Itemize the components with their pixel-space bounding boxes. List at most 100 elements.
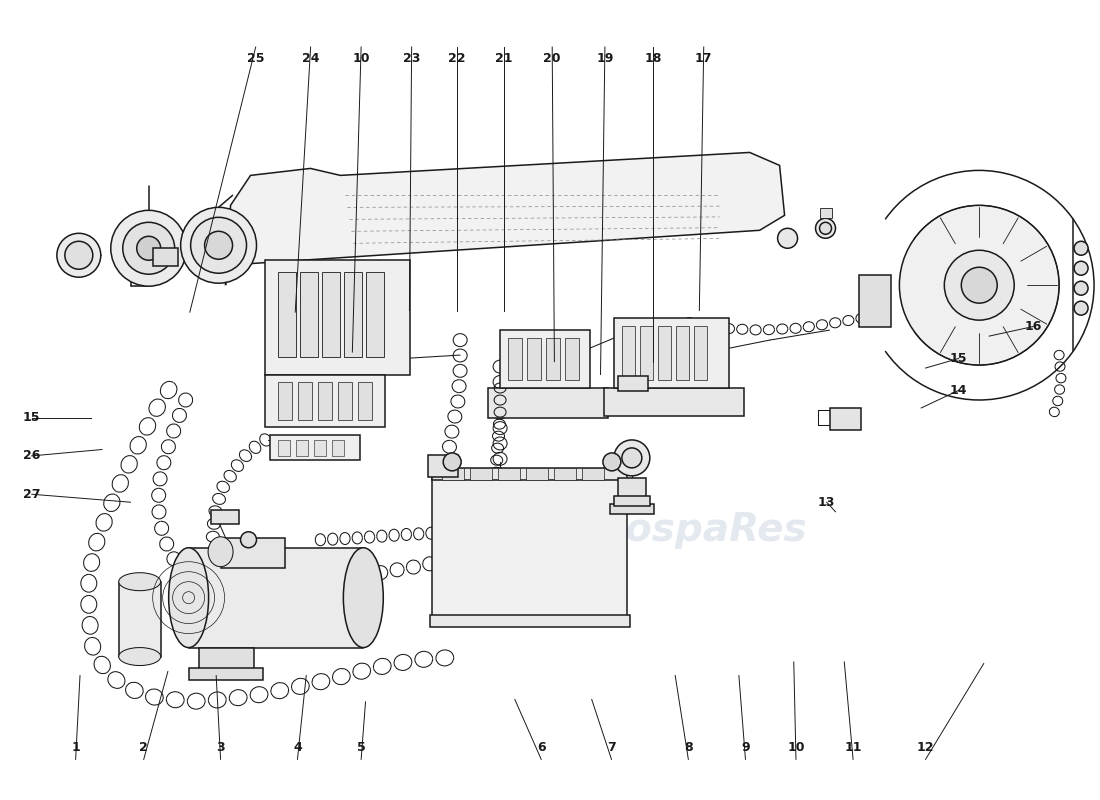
Text: 14: 14 <box>949 384 967 397</box>
Bar <box>430 614 630 626</box>
Text: autospares: autospares <box>277 211 522 250</box>
Circle shape <box>1074 242 1088 255</box>
Bar <box>271 435 361 460</box>
Text: 9: 9 <box>741 742 750 754</box>
Bar <box>508 338 522 380</box>
Bar <box>278 440 290 456</box>
Bar <box>339 382 352 420</box>
Bar <box>498 468 520 480</box>
Bar <box>618 478 646 498</box>
Circle shape <box>190 218 246 274</box>
Text: 17: 17 <box>695 52 713 65</box>
Bar <box>694 326 706 380</box>
Bar <box>366 272 384 357</box>
Circle shape <box>820 222 832 234</box>
Bar <box>221 538 286 568</box>
Bar <box>582 468 604 480</box>
Bar <box>278 382 293 420</box>
Polygon shape <box>226 153 784 285</box>
Circle shape <box>815 218 836 238</box>
Text: 10: 10 <box>788 742 805 754</box>
Bar <box>859 275 891 327</box>
Text: 11: 11 <box>845 742 861 754</box>
Text: 20: 20 <box>543 52 561 65</box>
Bar <box>300 272 318 357</box>
Text: 18: 18 <box>645 52 662 65</box>
Text: 7: 7 <box>607 742 616 754</box>
Bar <box>609 504 653 514</box>
Text: 10: 10 <box>352 52 370 65</box>
Circle shape <box>778 228 798 248</box>
Circle shape <box>944 250 1014 320</box>
Circle shape <box>241 532 256 548</box>
Text: 4: 4 <box>293 742 301 754</box>
Bar <box>527 338 541 380</box>
Text: 2: 2 <box>140 742 148 754</box>
Circle shape <box>57 234 101 278</box>
Text: eurospaRes: eurospaRes <box>552 510 807 549</box>
Circle shape <box>1074 282 1088 295</box>
Bar <box>618 376 648 391</box>
Text: 25: 25 <box>248 52 264 65</box>
Text: 19: 19 <box>596 52 614 65</box>
Text: 22: 22 <box>448 52 465 65</box>
Bar <box>614 496 650 506</box>
Circle shape <box>961 267 998 303</box>
Bar <box>675 326 689 380</box>
Bar <box>432 478 627 618</box>
Text: 13: 13 <box>818 496 835 509</box>
Bar <box>526 468 548 480</box>
Bar <box>322 272 340 357</box>
Circle shape <box>1074 301 1088 315</box>
Bar <box>470 468 492 480</box>
Circle shape <box>136 236 161 260</box>
Bar <box>658 326 671 380</box>
Bar <box>188 667 264 679</box>
Text: 23: 23 <box>403 52 420 65</box>
Circle shape <box>123 222 175 274</box>
Bar <box>359 382 372 420</box>
Circle shape <box>65 242 92 270</box>
Circle shape <box>603 453 620 471</box>
Bar <box>188 548 363 647</box>
Bar <box>315 440 327 456</box>
Text: 6: 6 <box>537 742 546 754</box>
Bar <box>604 388 744 416</box>
Bar <box>640 326 652 380</box>
Circle shape <box>111 210 187 286</box>
Text: 16: 16 <box>1024 320 1042 333</box>
Text: 15: 15 <box>949 352 967 365</box>
Bar <box>119 582 161 657</box>
Circle shape <box>621 448 641 468</box>
Bar <box>554 468 576 480</box>
Bar <box>432 468 627 480</box>
Text: 12: 12 <box>916 742 934 754</box>
Bar <box>614 318 728 388</box>
Circle shape <box>1074 262 1088 275</box>
Text: 24: 24 <box>301 52 319 65</box>
Text: 21: 21 <box>495 52 513 65</box>
Text: 5: 5 <box>356 742 365 754</box>
Bar <box>621 326 635 380</box>
Bar <box>265 260 410 375</box>
Circle shape <box>205 231 232 259</box>
Text: 15: 15 <box>23 411 41 424</box>
Bar <box>210 510 239 524</box>
Bar <box>829 408 861 430</box>
Bar <box>546 338 560 380</box>
Bar <box>265 375 385 427</box>
Ellipse shape <box>208 537 233 566</box>
Text: 3: 3 <box>217 742 224 754</box>
Bar <box>199 647 253 670</box>
Bar <box>565 338 579 380</box>
Ellipse shape <box>168 548 209 647</box>
Bar <box>153 248 177 266</box>
Bar <box>332 440 344 456</box>
Text: 26: 26 <box>23 450 41 462</box>
Bar <box>278 272 296 357</box>
Bar <box>296 440 308 456</box>
Circle shape <box>180 207 256 283</box>
Text: 27: 27 <box>23 488 41 501</box>
Ellipse shape <box>119 573 161 590</box>
Bar <box>500 330 590 388</box>
